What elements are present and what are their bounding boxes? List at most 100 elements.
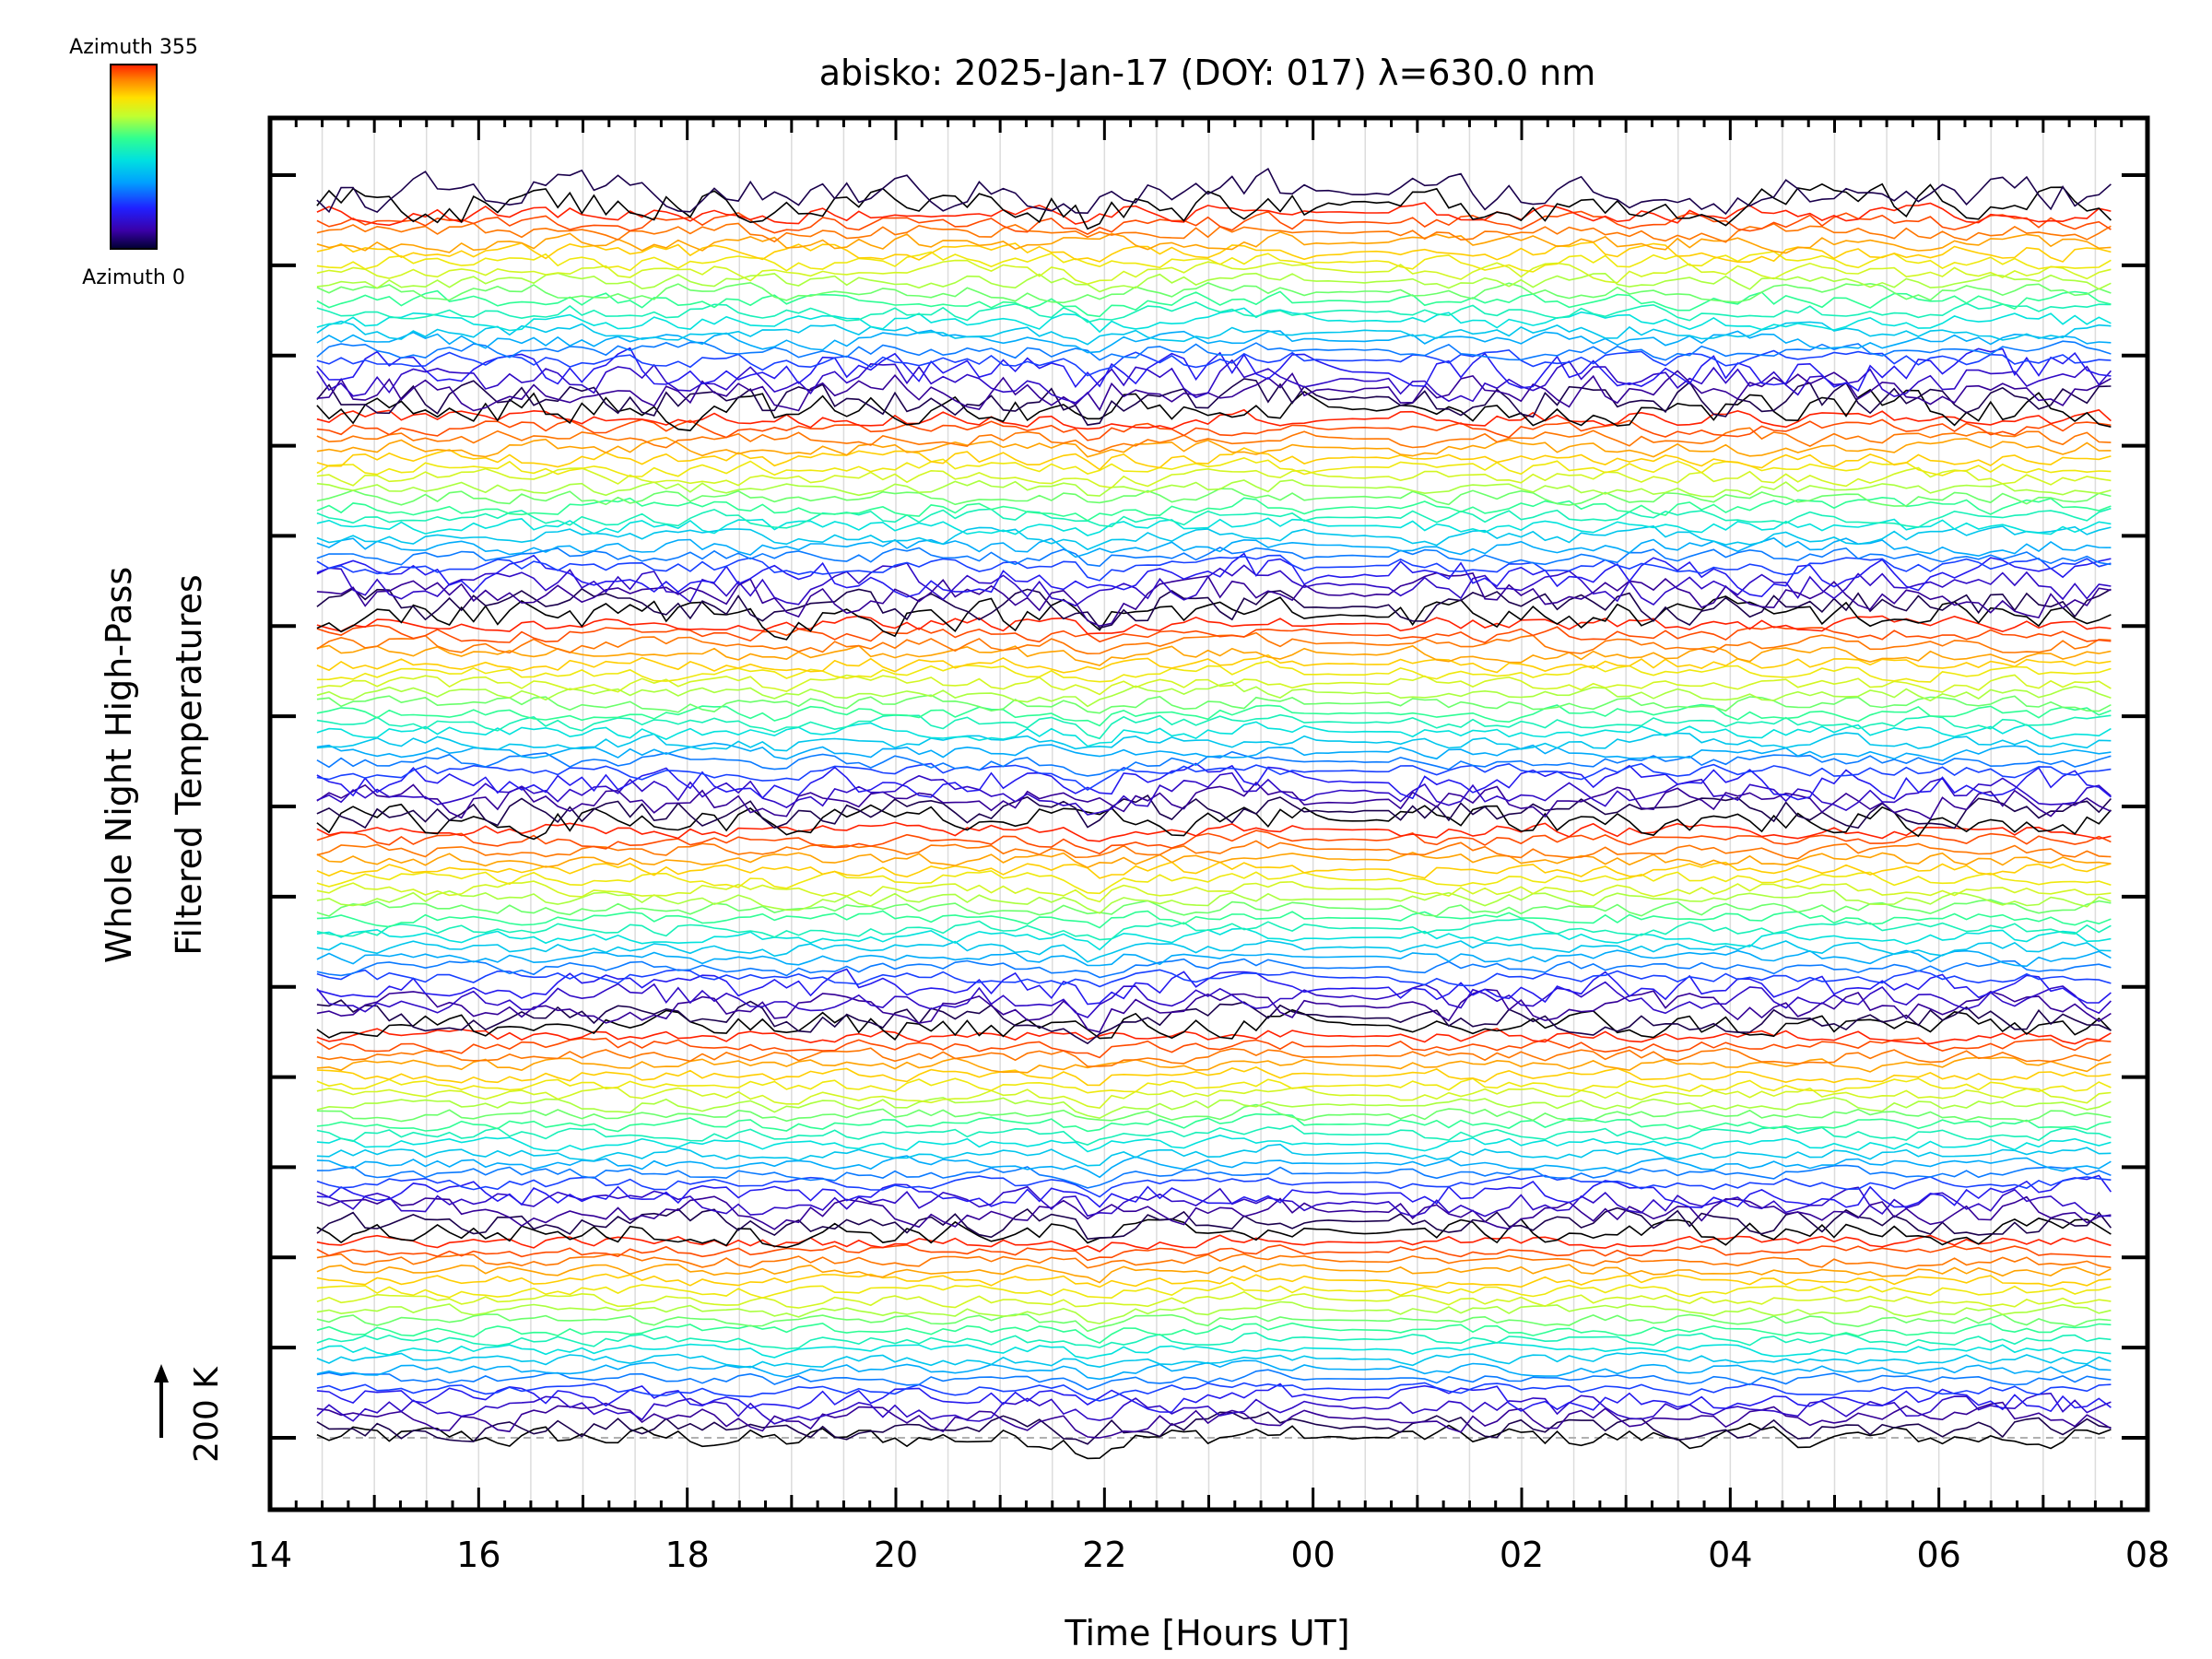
y-axis-label-line1: Whole Night High-Pass: [99, 567, 139, 963]
series-line: [316, 552, 2112, 598]
series-line: [316, 615, 2112, 635]
series-line: [316, 968, 2112, 1006]
series-line: [316, 1392, 2112, 1425]
series-line: [316, 1143, 2112, 1167]
series-line: [316, 861, 2112, 879]
colorbar-gradient: [110, 64, 158, 250]
series-line: [316, 340, 2112, 361]
series-line: [316, 1206, 2112, 1241]
series-line: [316, 1313, 2112, 1333]
series-line: [316, 307, 2112, 334]
series-line: [316, 981, 2112, 1018]
series-line: [316, 554, 2112, 582]
series-line: [316, 939, 2112, 963]
x-tick-label: 20: [874, 1535, 918, 1575]
series-line: [316, 241, 2112, 264]
series-line: [316, 1155, 2112, 1179]
series-line: [316, 1174, 2112, 1198]
series-line: [316, 210, 2112, 235]
series-line: [316, 281, 2112, 304]
series-line: [316, 1369, 2112, 1391]
series-line: [316, 1047, 2112, 1067]
colorbar-top-label: Azimuth 355: [69, 36, 198, 59]
series-line: [316, 1028, 2112, 1045]
series-line: [316, 1341, 2112, 1359]
scale-label: 200 K: [188, 1366, 226, 1463]
series-line: [316, 1112, 2112, 1133]
x-tick-label: 22: [1082, 1535, 1126, 1575]
series-line: [316, 436, 2112, 458]
series-line: [316, 852, 2112, 869]
chart-title: abisko: 2025-Jan-17 (DOY: 017) λ=630.0 n…: [819, 53, 1596, 93]
series-line: [316, 546, 2112, 568]
series-line: [316, 1174, 2112, 1209]
x-tick-labels: 14 16 18 20 22 00 02 04 06 08: [248, 1535, 2170, 1575]
series-line: [316, 259, 2112, 286]
series-line: [316, 587, 2112, 629]
series-line: [316, 1382, 2112, 1402]
series-line: [316, 507, 2112, 529]
x-axis-label: Time [Hours UT]: [1064, 1613, 1349, 1653]
series-line: [316, 1037, 2112, 1059]
series-line: [316, 1243, 2112, 1262]
series-line: [316, 674, 2112, 696]
series-line: [316, 347, 2112, 393]
series-line: [316, 561, 2112, 607]
x-tick-label: 04: [1708, 1535, 1752, 1575]
series-line: [316, 447, 2112, 471]
x-tick-label: 06: [1916, 1535, 1960, 1575]
series-line: [316, 251, 2112, 273]
series-line: [316, 660, 2112, 683]
series-line: [316, 427, 2112, 453]
series-line: [316, 1300, 2112, 1324]
series-line: [316, 571, 2112, 628]
series-line: [316, 644, 2112, 666]
scale-arrow-head: [154, 1364, 169, 1382]
series-line: [316, 927, 2112, 951]
series-line: [316, 631, 2112, 655]
series-line: [316, 1066, 2112, 1087]
series-line: [316, 517, 2112, 536]
series-line: [316, 348, 2112, 377]
colorbar-bottom-label: Azimuth 0: [82, 266, 185, 289]
series-line: [316, 694, 2112, 714]
scale-indicator: 200 K: [154, 1364, 226, 1463]
series-line: [316, 230, 2112, 254]
series-line: [316, 958, 2112, 979]
series-line: [316, 721, 2112, 747]
series-line: [316, 418, 2112, 441]
series-line: [316, 918, 2112, 941]
series-line: [316, 320, 2112, 346]
x-tick-label: 18: [665, 1535, 709, 1575]
series-line: [316, 329, 2112, 354]
series-line: [316, 408, 2112, 430]
series-line: [316, 1234, 2112, 1253]
series-line: [316, 301, 2112, 324]
series-line: [316, 289, 2112, 318]
series-line: [316, 536, 2112, 559]
series-line: [316, 762, 2112, 801]
series-line: [316, 1195, 2112, 1230]
series-line: [316, 488, 2112, 507]
series-line: [316, 1185, 2112, 1218]
series-line: [316, 949, 2112, 968]
x-tick-label: 14: [248, 1535, 292, 1575]
series-line: [316, 870, 2112, 895]
series-line: [316, 1164, 2112, 1189]
series-line: [316, 478, 2112, 498]
series-line: [316, 496, 2112, 522]
series-line: [316, 222, 2112, 243]
series-line: [316, 1273, 2112, 1288]
series-line: [316, 681, 2112, 708]
series-line: [316, 762, 2112, 791]
colorbar: Azimuth 355 Azimuth 0: [69, 36, 198, 289]
series-line: [316, 456, 2112, 477]
series-line: [316, 1359, 2112, 1381]
series-line: [316, 969, 2112, 988]
x-tick-label: 16: [456, 1535, 500, 1575]
series-line: [316, 624, 2112, 644]
series-line: [316, 1401, 2112, 1439]
series-line: [316, 880, 2112, 903]
series-line: [316, 794, 2112, 830]
x-tick-label: 08: [2125, 1535, 2170, 1575]
